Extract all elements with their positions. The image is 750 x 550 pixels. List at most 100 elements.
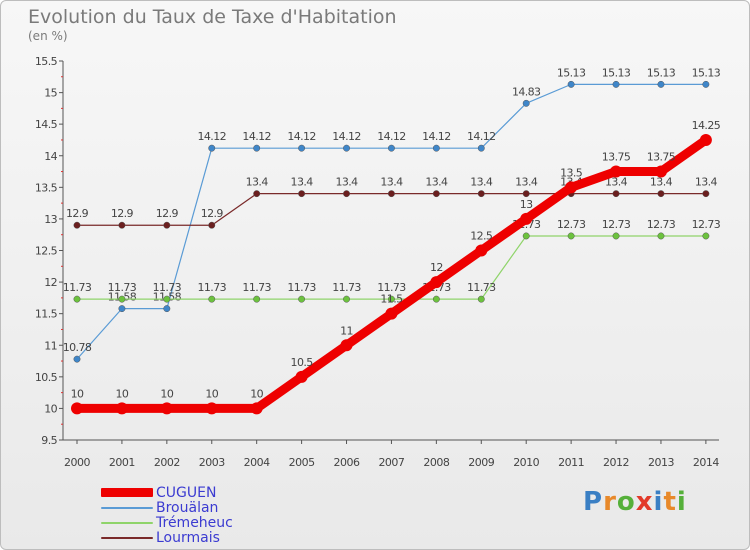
data-label-tremeheuc: 12.73 bbox=[692, 218, 721, 231]
data-point-cuguen bbox=[160, 402, 173, 415]
proxiti-logo: Proxiti bbox=[583, 487, 687, 517]
chart-legend: CUGUEN Brouälan Trémeheuc Lourmais bbox=[101, 484, 233, 546]
x-tick-label: 2014 bbox=[693, 456, 719, 469]
legend-item-lourmais: Lourmais bbox=[101, 529, 233, 546]
data-label-lourmais: 12.9 bbox=[111, 207, 134, 220]
data-point-lourmais bbox=[657, 190, 665, 198]
data-label-cuguen: 11.5 bbox=[380, 293, 403, 306]
logo-letter: o bbox=[616, 487, 636, 517]
data-label-broualan: 15.13 bbox=[647, 66, 676, 79]
data-label-tremeheuc: 11.73 bbox=[332, 281, 361, 294]
x-tick-label: 2005 bbox=[289, 456, 315, 469]
x-tick-label: 2001 bbox=[109, 456, 135, 469]
legend-item-cuguen: CUGUEN bbox=[101, 484, 233, 501]
data-point-broualan bbox=[73, 355, 81, 363]
data-label-tremeheuc: 12.73 bbox=[602, 218, 631, 231]
data-point-lourmais bbox=[298, 190, 306, 198]
y-tick-label: 9.5 bbox=[41, 434, 57, 447]
legend-label-cuguen: CUGUEN bbox=[156, 484, 217, 501]
x-tick-label: 2008 bbox=[423, 456, 449, 469]
data-label-lourmais: 13.4 bbox=[650, 176, 673, 189]
data-label-cuguen: 10 bbox=[205, 387, 218, 400]
y-tick-label: 11 bbox=[44, 339, 57, 352]
logo-letter: i bbox=[676, 487, 687, 517]
data-point-tremeheuc bbox=[612, 232, 620, 240]
data-point-tremeheuc bbox=[73, 295, 81, 303]
data-point-broualan bbox=[208, 144, 216, 152]
data-point-lourmais bbox=[432, 190, 440, 198]
data-point-lourmais bbox=[387, 190, 395, 198]
data-point-cuguen bbox=[205, 402, 218, 415]
data-point-tremeheuc bbox=[702, 232, 710, 240]
data-point-tremeheuc bbox=[298, 295, 306, 303]
legend-label-lourmais: Lourmais bbox=[156, 529, 220, 546]
y-tick-label: 14 bbox=[44, 150, 57, 163]
data-label-cuguen: 10 bbox=[250, 387, 263, 400]
data-point-tremeheuc bbox=[253, 295, 261, 303]
y-tick-label: 15 bbox=[44, 87, 57, 100]
x-tick-label: 2013 bbox=[648, 456, 674, 469]
legend-swatch-tremeheuc bbox=[101, 521, 153, 524]
data-label-cuguen: 11 bbox=[340, 324, 353, 337]
y-tick-label: 15.5 bbox=[35, 55, 58, 68]
data-point-broualan bbox=[298, 144, 306, 152]
data-label-broualan: 15.13 bbox=[602, 66, 631, 79]
y-tick-label: 10 bbox=[44, 402, 57, 415]
data-point-lourmais bbox=[343, 190, 350, 198]
data-point-cuguen bbox=[475, 244, 488, 257]
data-point-cuguen bbox=[295, 370, 308, 383]
data-label-tremeheuc: 11.73 bbox=[377, 281, 406, 294]
data-label-lourmais: 13.4 bbox=[515, 176, 538, 189]
data-point-broualan bbox=[387, 144, 395, 152]
x-tick-label: 2007 bbox=[378, 456, 404, 469]
data-label-lourmais: 13.4 bbox=[291, 176, 314, 189]
data-label-cuguen: 13.75 bbox=[647, 151, 676, 164]
data-label-cuguen: 10 bbox=[116, 387, 129, 400]
x-tick-label: 2011 bbox=[558, 456, 584, 469]
data-point-tremeheuc bbox=[118, 295, 126, 303]
legend-swatch-lourmais bbox=[101, 536, 153, 539]
data-point-lourmais bbox=[163, 221, 171, 229]
data-point-broualan bbox=[612, 80, 620, 88]
y-tick-label: 13 bbox=[44, 213, 57, 226]
data-point-broualan bbox=[657, 80, 665, 88]
data-label-broualan: 14.12 bbox=[242, 130, 271, 143]
data-label-broualan: 14.12 bbox=[377, 130, 406, 143]
x-tick-label: 2006 bbox=[334, 456, 360, 469]
legend-swatch-broualan bbox=[101, 506, 153, 509]
data-label-cuguen: 10 bbox=[160, 387, 173, 400]
legend-item-broualan: Brouälan bbox=[101, 500, 233, 516]
data-point-lourmais bbox=[253, 190, 261, 198]
data-label-tremeheuc: 12.73 bbox=[557, 218, 586, 231]
x-tick-label: 2009 bbox=[468, 456, 494, 469]
data-label-tremeheuc: 11.73 bbox=[108, 281, 137, 294]
data-label-broualan: 14.12 bbox=[422, 130, 451, 143]
data-label-lourmais: 13.4 bbox=[380, 176, 403, 189]
data-point-cuguen bbox=[115, 402, 128, 415]
data-point-tremeheuc bbox=[208, 295, 216, 303]
data-point-cuguen bbox=[250, 402, 263, 415]
data-point-tremeheuc bbox=[343, 295, 350, 303]
data-point-tremeheuc bbox=[432, 295, 440, 303]
data-label-tremeheuc: 11.73 bbox=[63, 281, 92, 294]
data-label-cuguen: 12 bbox=[430, 261, 443, 274]
x-tick-label: 2004 bbox=[244, 456, 270, 469]
data-label-cuguen: 12.5 bbox=[470, 230, 493, 243]
y-tick-label: 14.5 bbox=[35, 118, 58, 131]
logo-letter: i bbox=[653, 487, 664, 517]
data-point-broualan bbox=[118, 305, 126, 313]
data-point-tremeheuc bbox=[163, 295, 171, 303]
data-label-lourmais: 13.4 bbox=[695, 176, 718, 189]
data-label-tremeheuc: 11.73 bbox=[198, 281, 227, 294]
data-label-broualan: 14.12 bbox=[467, 130, 496, 143]
data-point-broualan bbox=[343, 144, 350, 152]
data-label-lourmais: 13.4 bbox=[425, 176, 448, 189]
data-point-cuguen bbox=[71, 402, 83, 415]
x-tick-label: 2002 bbox=[154, 456, 180, 469]
data-point-lourmais bbox=[702, 190, 710, 198]
logo-letter: t bbox=[663, 487, 677, 517]
x-tick-label: 2000 bbox=[64, 456, 90, 469]
data-label-cuguen: 13.75 bbox=[602, 151, 631, 164]
data-label-cuguen: 10 bbox=[71, 387, 84, 400]
